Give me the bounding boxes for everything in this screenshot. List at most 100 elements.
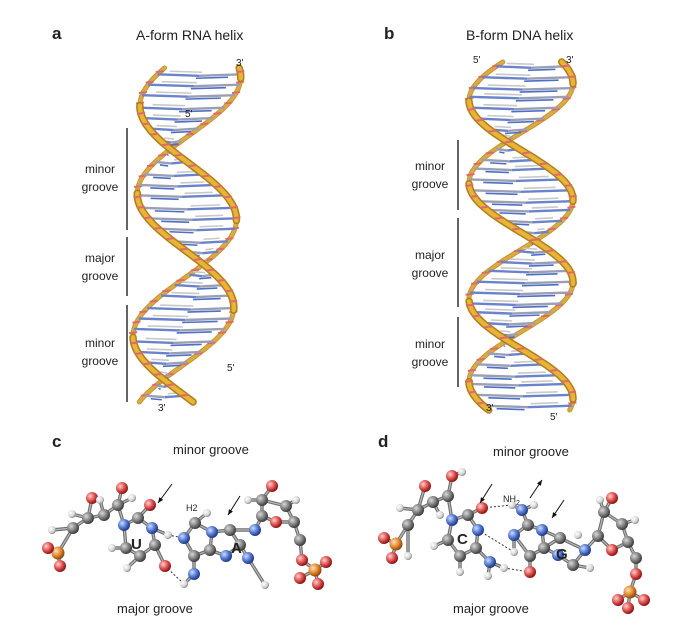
atom-n — [472, 524, 484, 536]
helix-a-front-strand — [129, 64, 245, 406]
base-stick — [185, 317, 232, 322]
base-stick — [526, 273, 558, 276]
panel-letter-c: c — [52, 432, 62, 451]
phosphate-tick — [484, 325, 493, 329]
base-stick — [203, 237, 220, 241]
phosphate-tick — [166, 237, 175, 241]
base-stick — [515, 99, 554, 102]
base-stick — [141, 93, 189, 98]
base-stick — [200, 240, 228, 244]
atom-c — [402, 519, 414, 531]
base-stick — [491, 277, 528, 281]
base-stick — [133, 340, 174, 345]
panel-b-title: B-form DNA helix — [466, 27, 574, 43]
phosphate-tick — [225, 320, 234, 324]
a-end-label-bottom: 3' — [158, 403, 166, 414]
base-stick — [523, 186, 556, 190]
atom-c — [442, 490, 454, 502]
base-stick — [515, 302, 562, 307]
atom-h — [48, 526, 56, 534]
atom-o — [612, 594, 624, 606]
base-stick — [474, 167, 512, 172]
base-stick — [469, 95, 519, 100]
base-stick — [524, 280, 574, 285]
phosphate-tick — [138, 91, 148, 95]
base-stick — [169, 70, 203, 74]
phosphate-tick — [467, 107, 476, 111]
base-stick — [170, 130, 192, 134]
atom-c — [622, 536, 634, 548]
phosphate-tick — [232, 216, 241, 220]
atom-c — [67, 522, 79, 534]
d-major-groove-label: major groove — [453, 601, 529, 616]
atom-o — [116, 482, 128, 494]
atom-n — [242, 552, 254, 564]
base-stick — [155, 91, 192, 94]
base-stick — [163, 137, 175, 140]
base-stick — [174, 283, 200, 288]
b-form-dna-helix-model — [464, 58, 578, 414]
base-stick — [150, 187, 175, 190]
phosphate-tick — [555, 303, 564, 307]
base-stick — [187, 206, 235, 211]
panel-letter-a: a — [52, 24, 62, 43]
base-stick — [507, 120, 534, 124]
d-nh2-label: NH2 — [503, 494, 520, 507]
base-stick — [523, 393, 573, 398]
backbone-ribbon — [467, 82, 575, 186]
base-stick — [162, 364, 181, 368]
a-groove-label-1: minor groove — [81, 162, 119, 194]
base-stick — [190, 86, 226, 90]
base-stick — [152, 103, 186, 107]
backbone-ribbon — [466, 379, 491, 413]
cytosine-guanine-pair-model — [378, 468, 650, 614]
base-stick — [530, 65, 566, 70]
backbone-ribbon — [130, 335, 196, 405]
base-stick — [514, 106, 559, 111]
phosphate-tick — [546, 249, 555, 253]
atom-c — [442, 534, 454, 546]
atom-o — [419, 480, 431, 492]
phosphate-tick — [236, 80, 245, 84]
backbone-ribbon — [466, 98, 576, 204]
base-stick — [531, 253, 546, 257]
phosphate-tick — [568, 401, 577, 405]
base-stick — [483, 386, 516, 389]
atom-c — [470, 542, 482, 554]
base-stick — [505, 131, 522, 135]
base-stick — [151, 358, 170, 362]
base-stick — [170, 343, 202, 347]
phosphate-tick — [475, 118, 484, 122]
phosphate-tick — [153, 372, 163, 376]
phosphate-tick — [139, 310, 148, 314]
base-stick — [521, 283, 559, 287]
base-stick — [488, 352, 509, 357]
atom-o — [296, 554, 308, 566]
atom-c — [256, 494, 268, 506]
base-stick — [198, 73, 241, 77]
phosphate-tick — [217, 331, 227, 335]
phosphate-tick — [179, 247, 189, 251]
base-stick — [469, 374, 515, 378]
atom-n — [508, 529, 520, 541]
atom-c — [134, 550, 146, 562]
base-stick — [494, 355, 506, 359]
atom-c — [149, 539, 161, 551]
base-stick — [147, 217, 193, 221]
base-stick — [189, 273, 203, 278]
base-stick — [490, 162, 507, 165]
base-stick — [537, 227, 545, 231]
base-stick — [487, 208, 529, 213]
base-stick — [530, 401, 559, 405]
atom-o — [86, 492, 98, 504]
base-stick — [192, 217, 237, 221]
phosphate-tick — [200, 122, 209, 126]
base-stick — [150, 197, 179, 201]
base-stick — [148, 83, 194, 88]
base-stick — [531, 206, 558, 209]
atom-c — [598, 506, 610, 518]
base-stick — [495, 147, 508, 152]
atom-n — [446, 514, 458, 526]
base-stick — [518, 175, 549, 179]
base-stick — [518, 250, 535, 254]
